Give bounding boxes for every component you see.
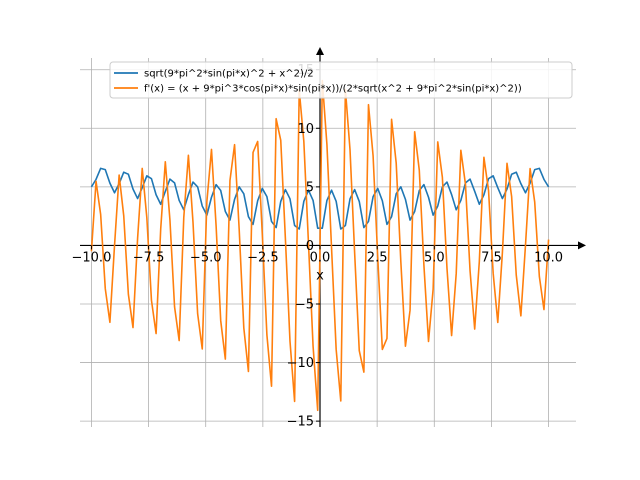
y-tick-label: −10 — [287, 356, 314, 371]
grid — [80, 58, 576, 427]
x-axis-arrow-icon — [578, 241, 586, 250]
legend-label-0: sqrt(9*pi^2*sin(pi*x)^2 + x^2)/2 — [144, 69, 314, 80]
x-tick-label: 10.0 — [534, 250, 563, 265]
x-tick-label: −5.0 — [190, 250, 222, 265]
y-tick-label: −15 — [287, 415, 314, 430]
y-tick-label: 0 — [306, 239, 314, 254]
x-tick-label: −2.5 — [247, 250, 279, 265]
y-tick-label: −5 — [295, 298, 314, 313]
legend-box — [109, 61, 573, 99]
x-tick-label: −7.5 — [133, 250, 165, 265]
legend-label-1: f'(x) = (x + 9*pi^3*cos(pi*x)*sin(pi*x))… — [144, 84, 522, 95]
x-tick-label: −10.0 — [72, 250, 112, 265]
x-tick-label: 7.5 — [481, 250, 502, 265]
x-tick-label: 2.5 — [367, 250, 388, 265]
ticks: −10.0 −7.5 −5.0 −2.5 0.0 2.5 5.0 7.5 10.0 −15 −10 −… — [72, 63, 564, 429]
legend: sqrt(9*pi^2*sin(pi*x)^2 + x^2)/2 f'(x) = … — [109, 61, 573, 99]
y-tick-label: 5 — [306, 180, 314, 195]
x-tick-label: 0.0 — [310, 250, 331, 265]
x-axis-label: x — [316, 268, 324, 283]
y-axis-arrow-icon — [316, 47, 324, 55]
x-tick-label: 5.0 — [424, 250, 445, 265]
y-tick-label: 10 — [297, 122, 314, 137]
